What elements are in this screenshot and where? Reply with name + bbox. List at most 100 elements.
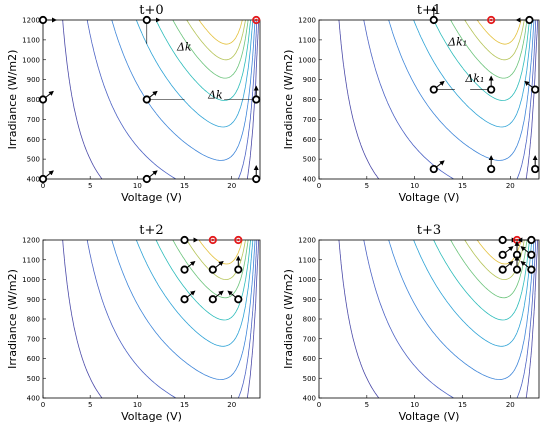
x-tick-label: 0: [41, 182, 45, 190]
y-tick-label: 1200: [22, 237, 40, 245]
y-axis-label: Irradiance (W/m2): [6, 269, 19, 369]
direction-arrow: [215, 290, 224, 298]
search-point: [429, 15, 438, 25]
x-tick-label: 20: [227, 401, 236, 409]
search-point: [208, 265, 217, 274]
x-tick-label: 15: [458, 182, 467, 190]
contour-lines: [338, 20, 538, 179]
y-tick-label: 1000: [298, 56, 316, 64]
y-tick-label: 1000: [298, 276, 316, 284]
optimum-point: [208, 235, 217, 245]
contour-level: [464, 20, 525, 61]
x-tick-label: 20: [227, 182, 236, 190]
panel-2: 0 5 10 15 20 400 500 600 700 800 900 1000 1100 1200 Vo…: [282, 3, 540, 204]
y-tick-label: 400: [27, 395, 40, 403]
direction-arrow: [186, 260, 196, 268]
y-tick-label: 1100: [22, 256, 40, 264]
x-tick-label: 10: [410, 182, 419, 190]
search-point: [429, 164, 438, 174]
y-tick-label: 900: [303, 76, 316, 84]
y-tick-label: 900: [27, 296, 40, 304]
y-tick-label: 400: [303, 176, 316, 184]
search-point: [527, 235, 536, 245]
direction-arrow: [45, 90, 54, 98]
direction-arrow: [149, 170, 158, 178]
y-tick-label: 1100: [298, 256, 316, 264]
contour-level: [172, 20, 249, 79]
y-tick-label: 400: [303, 395, 316, 403]
contour-level: [111, 240, 256, 380]
contour-lines: [62, 240, 259, 398]
panel-title: t+1: [417, 3, 441, 18]
search-point: [38, 174, 48, 184]
optimum-point-center: [515, 238, 519, 242]
y-tick-label: 700: [303, 116, 316, 124]
x-axis-label: Voltage (V): [121, 191, 182, 204]
contour-level: [62, 20, 259, 179]
optimum-point-center: [211, 238, 215, 242]
panel-title: t+2: [139, 223, 163, 238]
contour-level: [136, 20, 254, 128]
panel-3: 0 5 10 15 20 400 500 600 700 800 900 1000 1100 1200 Vo…: [6, 223, 261, 423]
contour-level: [136, 240, 254, 347]
x-axis-label: Voltage (V): [399, 191, 460, 204]
y-tick-label: 500: [27, 156, 40, 164]
y-tick-label: 500: [303, 156, 316, 164]
y-tick-label: 500: [303, 375, 316, 383]
y-tick-label: 1200: [22, 17, 40, 25]
search-point: [38, 95, 48, 104]
direction-arrow: [45, 170, 54, 178]
x-tick-label: 5: [365, 401, 369, 409]
direction-arrow: [227, 290, 236, 298]
search-point: [142, 174, 151, 184]
search-point: [180, 265, 189, 274]
y-tick-label: 700: [303, 335, 316, 343]
search-point: [531, 85, 540, 94]
x-tick-label: 10: [133, 401, 142, 409]
optimum-point-center: [237, 238, 240, 242]
panel-title: t+3: [417, 223, 441, 238]
delta-k-label: Δk: [176, 40, 192, 53]
y-tick-label: 800: [303, 316, 316, 324]
search-point: [487, 85, 496, 94]
search-point: [252, 174, 261, 184]
direction-arrow: [215, 260, 224, 268]
search-point: [487, 164, 496, 174]
x-tick-label: 15: [180, 401, 189, 409]
x-tick-label: 20: [506, 401, 515, 409]
contour-level: [363, 20, 537, 179]
contour-level: [338, 20, 538, 179]
search-point: [38, 15, 48, 25]
direction-arrow: [436, 160, 445, 168]
y-tick-label: 700: [27, 335, 40, 343]
x-axis-label: Voltage (V): [121, 410, 182, 423]
contour-level: [186, 20, 246, 61]
contour-level: [155, 20, 251, 101]
search-point: [234, 265, 243, 274]
y-tick-label: 700: [27, 116, 40, 124]
y-axis-label: Irradiance (W/m2): [6, 50, 19, 150]
contour-level: [86, 20, 258, 179]
search-point: [498, 265, 507, 274]
search-point: [512, 265, 522, 274]
contour-level: [388, 240, 535, 380]
x-tick-label: 5: [88, 401, 92, 409]
search-point: [142, 95, 151, 104]
x-tick-label: 20: [506, 182, 515, 190]
optimum-point-center: [489, 18, 493, 22]
search-point: [527, 250, 536, 259]
y-tick-label: 1100: [298, 36, 316, 44]
x-tick-label: 10: [133, 182, 142, 190]
search-point: [208, 295, 217, 304]
contour-level: [433, 20, 530, 101]
direction-arrow: [505, 260, 514, 268]
x-axis-label: Voltage (V): [399, 410, 460, 423]
search-point: [180, 235, 189, 245]
contour-level: [363, 240, 537, 398]
search-point: [429, 85, 438, 94]
y-tick-label: 1000: [22, 276, 40, 284]
y-tick-label: 900: [27, 76, 40, 84]
y-tick-label: 1000: [22, 56, 40, 64]
contour-level: [198, 240, 243, 265]
panel-title: t+0: [139, 3, 163, 18]
